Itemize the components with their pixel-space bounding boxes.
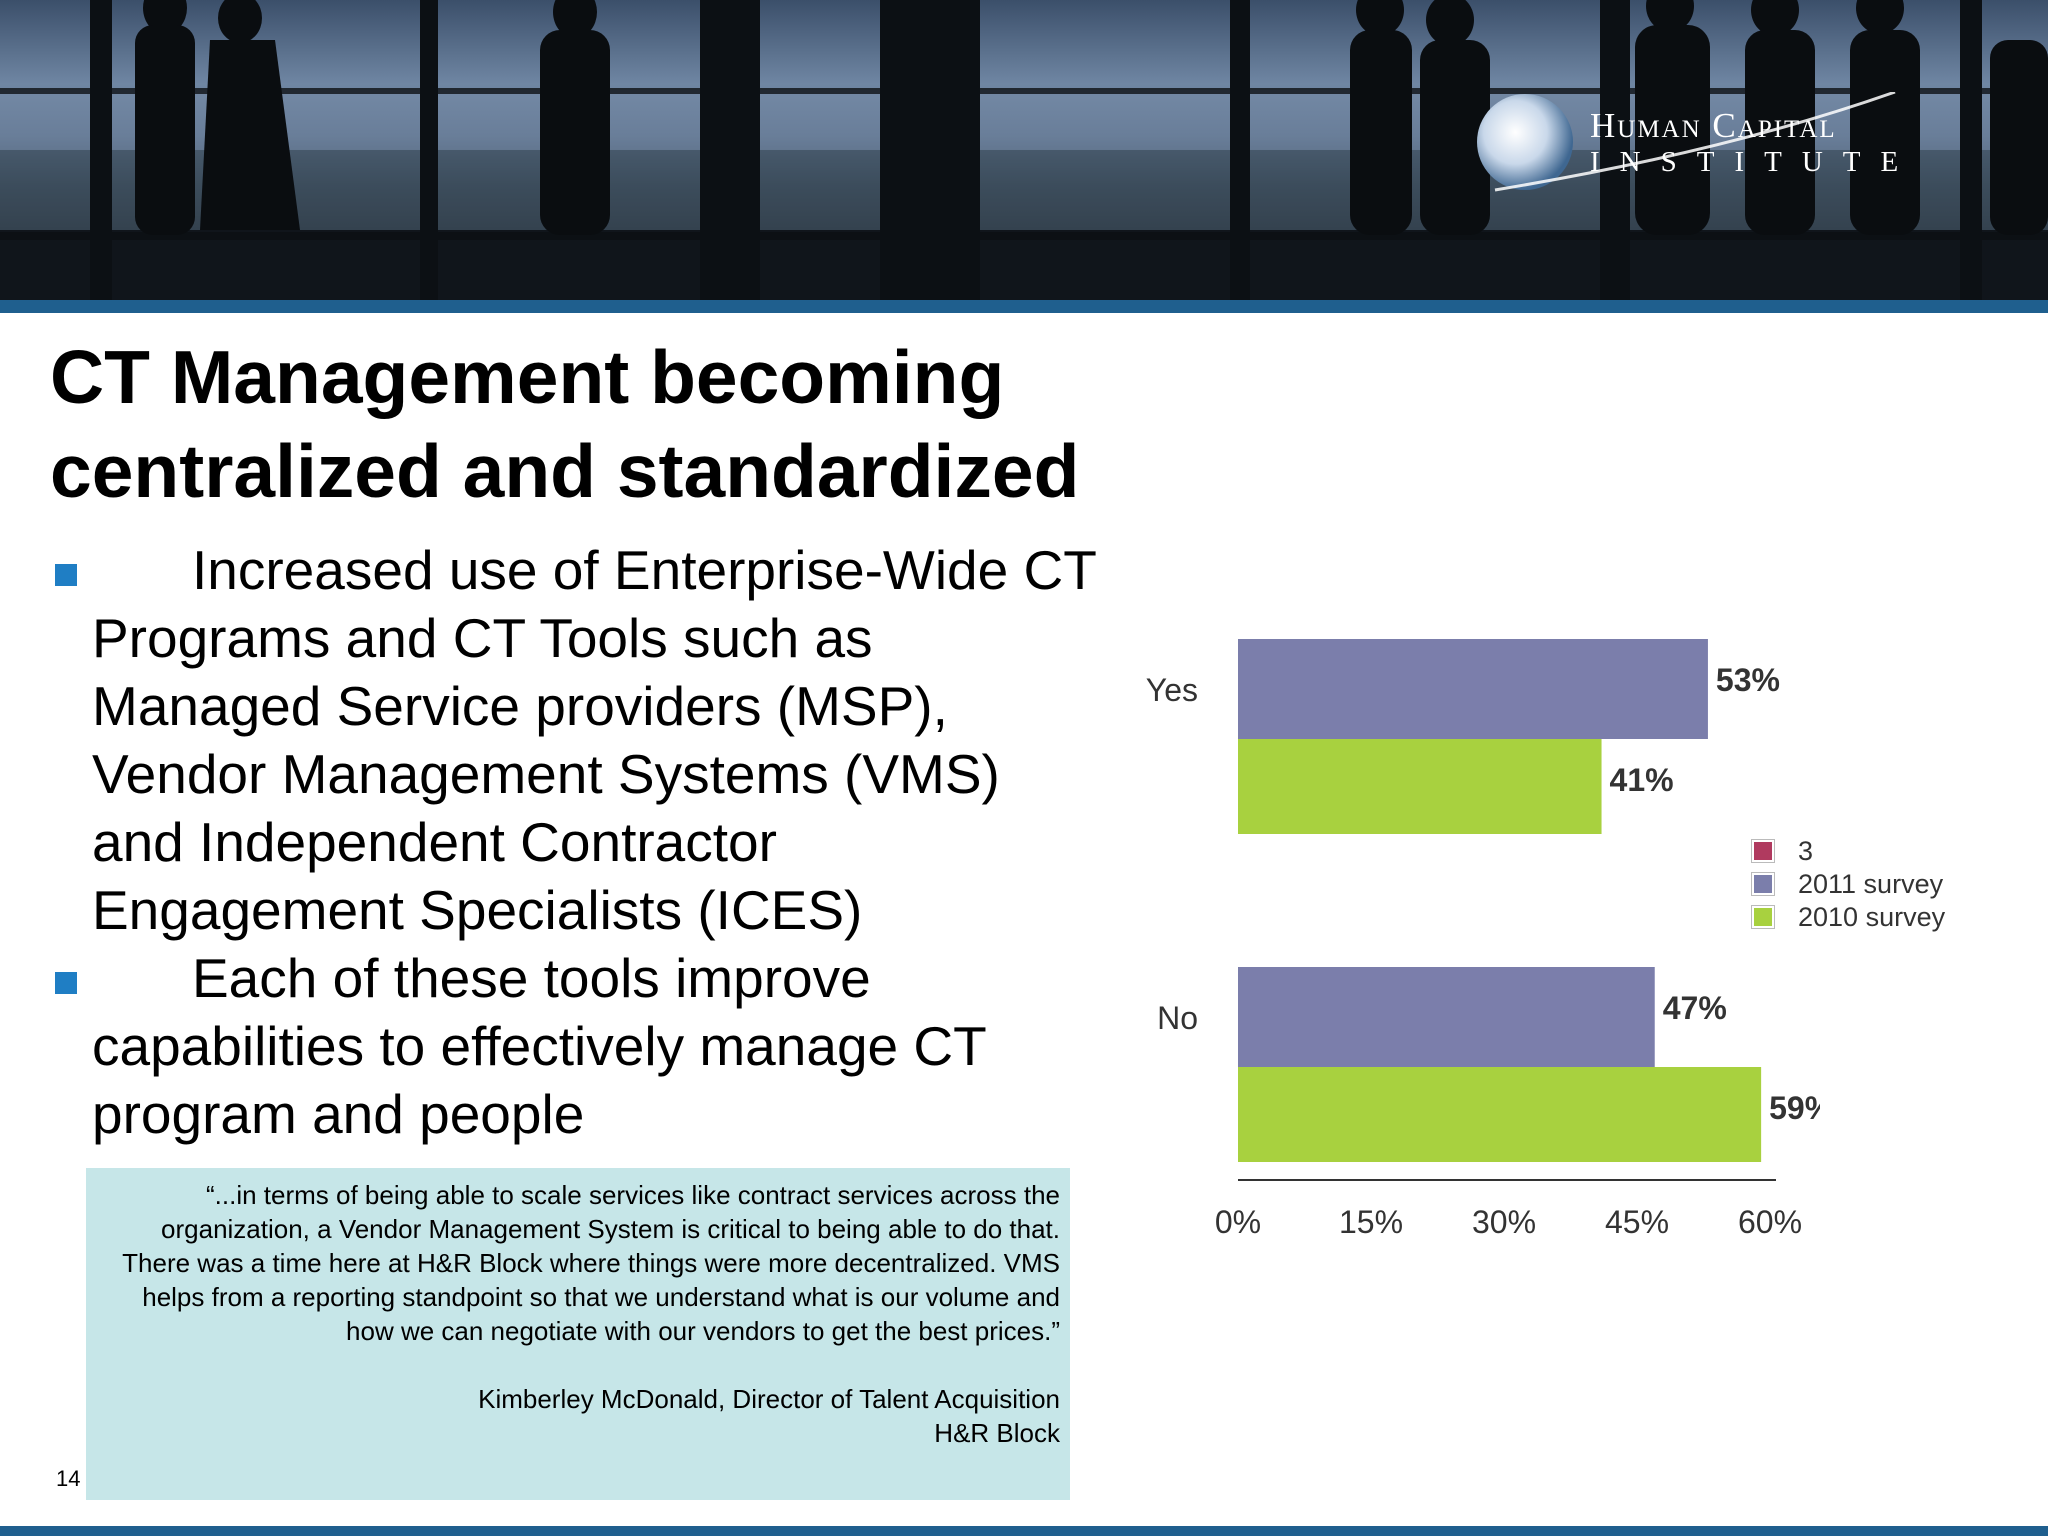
data-label: 41% [1610,762,1674,798]
x-tick-label: 0% [1215,1204,1261,1240]
x-tick-label: 60% [1738,1204,1802,1240]
category-label: Yes [1146,672,1198,708]
quote-organization: H&R Block [934,1418,1060,1448]
bar-2011-survey-yes [1238,639,1708,739]
skyline-silhouette-graphic [0,0,2048,300]
data-label: 53% [1716,662,1780,698]
bar-2011-survey-no [1238,967,1655,1067]
x-tick-label: 30% [1472,1204,1536,1240]
page-number: 14 [56,1466,81,1491]
x-tick-label: 45% [1605,1204,1669,1240]
slide-title-line1: CT Management becoming [50,335,1005,419]
bullet-item: Increased use of Enterprise-Wide CT Prog… [50,536,1100,944]
legend-swatch-2011 [1751,872,1775,896]
quote-text: “...in terms of being able to scale serv… [122,1180,1060,1346]
square-bullet-icon [55,972,77,994]
square-bullet-icon [55,564,77,586]
x-tick-label: 15% [1339,1204,1403,1240]
human-capital-institute-logo: Human Capital INSTITUTE [1475,92,1945,202]
legend-swatch-2010 [1751,905,1775,929]
slide-title: CT Management becoming centralized and s… [50,330,1200,518]
category-label: No [1157,1000,1198,1036]
bullet-list: Increased use of Enterprise-Wide CT Prog… [50,536,1100,1148]
bullet-item: Each of these tools improve capabilities… [50,944,1100,1148]
legend-label: 2011 survey [1798,869,1944,899]
survey-bar-chart: Yes 53% 41% No 47% 59% 0% 15% 30% 45% 60% [1146,639,1820,1240]
quote-author: Kimberley McDonald, Director of Talent A… [478,1384,1060,1414]
bullet-text: Each of these tools improve capabilities… [92,947,986,1145]
banner-divider [0,300,2048,313]
bar-2010-survey-no [1238,1067,1762,1162]
slide-title-line2: centralized and standardized [50,429,1080,513]
legend-label: 3 [1798,836,1814,866]
bar-2010-survey-yes [1238,739,1602,834]
quote-box: “...in terms of being able to scale serv… [86,1168,1070,1500]
logo-text-line2: INSTITUTE [1590,146,1919,178]
logo-text-line1: Human Capital [1590,106,1837,145]
legend-label: 2010 survey [1798,902,1946,932]
data-label: 47% [1663,990,1727,1026]
data-label: 59% [1769,1090,1820,1126]
banner-photo: Human Capital INSTITUTE [0,0,2048,300]
footer-divider [0,1526,2048,1536]
bullet-text: Increased use of Enterprise-Wide CT Prog… [92,539,1096,941]
legend-swatch-3 [1751,839,1775,863]
